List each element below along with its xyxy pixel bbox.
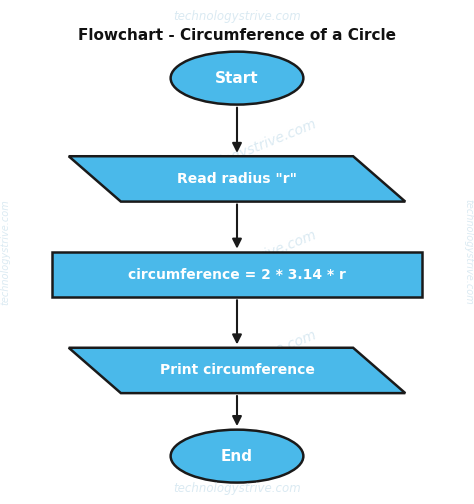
Text: End: End	[221, 449, 253, 464]
FancyBboxPatch shape	[52, 252, 422, 297]
Text: technologystrive.com: technologystrive.com	[173, 10, 301, 23]
Text: technologystrive.com: technologystrive.com	[173, 482, 301, 495]
Text: Print circumference: Print circumference	[160, 363, 314, 377]
Text: Start: Start	[215, 71, 259, 86]
Text: technologystrive.com: technologystrive.com	[463, 199, 474, 305]
Polygon shape	[69, 156, 405, 202]
Text: technologystrive.com: technologystrive.com	[0, 199, 11, 305]
Text: technologystrive.com: technologystrive.com	[174, 328, 319, 398]
Text: technologystrive.com: technologystrive.com	[174, 227, 319, 297]
Ellipse shape	[171, 52, 303, 105]
Ellipse shape	[171, 429, 303, 483]
Text: Flowchart - Circumference of a Circle: Flowchart - Circumference of a Circle	[78, 28, 396, 43]
Text: Read radius "r": Read radius "r"	[177, 172, 297, 186]
Text: technologystrive.com: technologystrive.com	[174, 116, 319, 186]
Text: circumference = 2 * 3.14 * r: circumference = 2 * 3.14 * r	[128, 268, 346, 282]
Polygon shape	[69, 348, 405, 393]
